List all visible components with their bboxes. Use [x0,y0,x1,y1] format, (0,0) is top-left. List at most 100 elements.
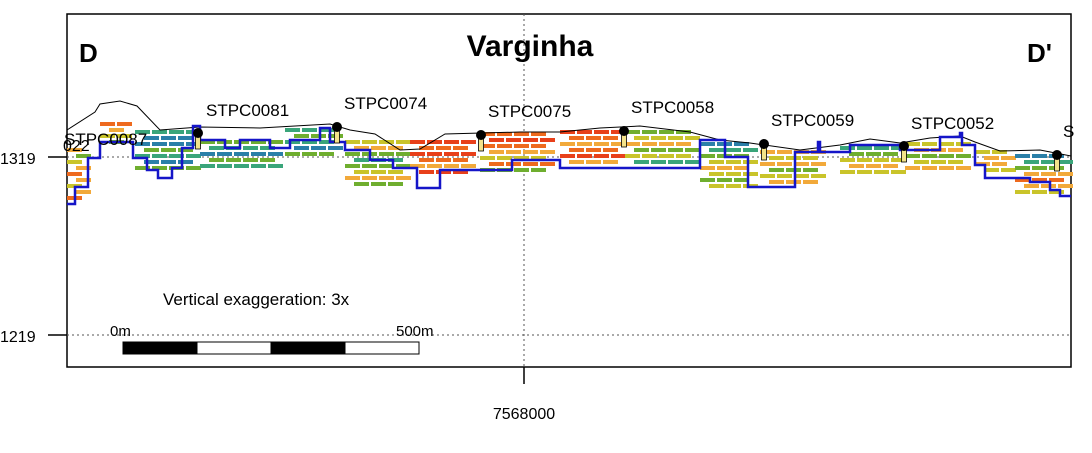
layer-bar [586,148,601,152]
layer-bar [497,156,512,160]
layer-bar [668,136,683,140]
layer-bar [178,136,193,140]
layer-bar [152,142,167,146]
layer-bar [144,148,159,152]
layer-bar [427,164,442,168]
layer-bar [866,164,881,168]
layer-bar [634,160,649,164]
layer-bar [676,142,691,146]
layer-bar [489,150,504,154]
layer-bar [1024,184,1039,188]
layer-bar [523,162,538,166]
layer-bar [642,154,657,158]
well-head-marker [332,122,342,132]
well-stpc0059: STPC0059 [759,111,854,161]
layer-bar [379,176,394,180]
layer-bar [354,146,369,150]
layer-bar [523,150,538,154]
layer-bar [354,158,369,162]
layer-bar [726,184,741,188]
layer-bar [1001,168,1016,172]
layer-bar [436,146,451,150]
layer-bar [857,158,872,162]
layer-bar [396,176,411,180]
layer-bar [569,160,584,164]
layer-bar [100,134,115,138]
layer-bar [489,138,504,142]
well-label: STPC0074 [344,94,427,113]
layer-bar [975,150,990,154]
layer-bar [302,128,317,132]
layer-bar [200,164,215,168]
layer-bar [234,152,249,156]
layer-bar [651,160,666,164]
plot-frame [66,13,1072,368]
layer-bar [634,136,649,140]
layer-bar [506,162,521,166]
layer-bar [345,152,360,156]
layer-bar [760,162,775,166]
layer-bar [419,146,434,150]
layer-bar [874,170,889,174]
topography-line [66,100,1072,157]
layer-bar [117,134,132,138]
layer-bar [379,152,394,156]
layer-bar [161,148,176,152]
layer-bar [1015,190,1030,194]
well-label: STPC0058 [631,98,714,117]
layer-bar [453,170,468,174]
layer-bar [388,158,403,162]
layer-bar [586,136,601,140]
x-tick-label: 7568000 [493,406,555,423]
layer-bar [76,190,91,194]
layer-bar [743,160,758,164]
scale-bar-segment-1 [122,341,198,355]
layer-bar [891,170,906,174]
layer-bar [480,132,495,136]
layer-bar [984,168,999,172]
layer-bar [489,162,504,166]
layer-bar [786,168,801,172]
layer-bar [497,132,512,136]
layer-bar [577,130,592,134]
layer-bar [302,152,317,156]
layer-bar [956,166,971,170]
layer-bar [1024,172,1039,176]
layer-bar [939,166,954,170]
well-stpc0075: STPC0075 [476,102,571,152]
layer-bar [234,164,249,168]
layer-bar [734,142,749,146]
layer-bar [419,170,434,174]
layer-bar [480,156,495,160]
layer-bar [410,152,425,156]
layer-bar [243,158,258,162]
layer-bar [514,132,529,136]
layer-bar [1015,178,1030,182]
layer-bar [603,136,618,140]
layer-bar [569,136,584,140]
layer-bar [1032,154,1047,158]
layer-bar [144,160,159,164]
layer-bar [676,130,691,134]
layer-bar [109,128,124,132]
layer-bar [461,152,476,156]
layer-bar [200,140,215,144]
layer-bar [700,166,715,170]
well-label: S [1063,122,1074,141]
layer-bar [594,142,609,146]
layer-bar [345,164,360,168]
layer-bar [371,146,386,150]
layer-bar [1058,160,1073,164]
layer-bar [328,146,343,150]
layer-bar [726,172,741,176]
layer-bar [1015,166,1030,170]
layer-bar [178,160,193,164]
layer-bar [76,166,91,170]
layer-bar [117,122,132,126]
layer-bar [319,140,334,144]
well-head-marker [619,126,629,136]
layer-bar [651,148,666,152]
layer-bar [152,130,167,134]
layer-bar [1015,154,1030,158]
